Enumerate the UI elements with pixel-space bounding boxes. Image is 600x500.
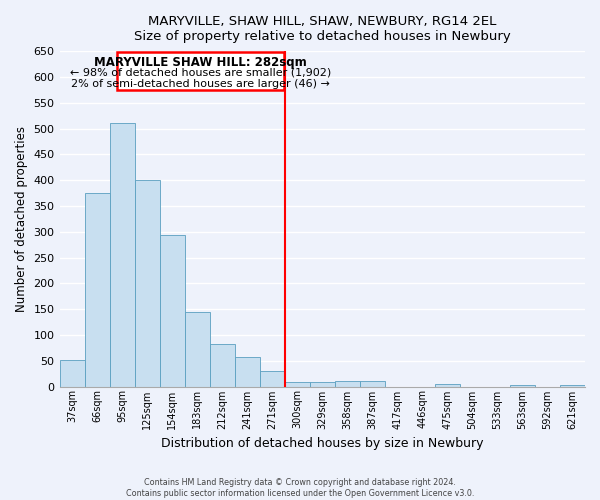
Bar xyxy=(260,371,285,386)
Text: MARYVILLE SHAW HILL: 282sqm: MARYVILLE SHAW HILL: 282sqm xyxy=(94,56,307,70)
Bar xyxy=(510,385,535,386)
Bar xyxy=(310,382,335,386)
Text: Contains HM Land Registry data © Crown copyright and database right 2024.
Contai: Contains HM Land Registry data © Crown c… xyxy=(126,478,474,498)
Y-axis label: Number of detached properties: Number of detached properties xyxy=(15,126,28,312)
Bar xyxy=(185,312,209,386)
Bar xyxy=(209,344,235,386)
Bar xyxy=(360,382,385,386)
Bar xyxy=(85,193,110,386)
Bar xyxy=(110,124,134,386)
Text: ← 98% of detached houses are smaller (1,902): ← 98% of detached houses are smaller (1,… xyxy=(70,68,331,78)
X-axis label: Distribution of detached houses by size in Newbury: Distribution of detached houses by size … xyxy=(161,437,484,450)
Bar xyxy=(59,360,85,386)
Bar xyxy=(134,180,160,386)
Text: 2% of semi-detached houses are larger (46) →: 2% of semi-detached houses are larger (4… xyxy=(71,79,330,89)
Bar xyxy=(435,384,460,386)
Bar xyxy=(160,236,185,386)
Bar xyxy=(560,385,585,386)
Bar xyxy=(235,357,260,386)
Title: MARYVILLE, SHAW HILL, SHAW, NEWBURY, RG14 2EL
Size of property relative to detac: MARYVILLE, SHAW HILL, SHAW, NEWBURY, RG1… xyxy=(134,15,511,43)
Bar xyxy=(335,382,360,386)
FancyBboxPatch shape xyxy=(117,52,284,90)
Bar xyxy=(285,382,310,386)
